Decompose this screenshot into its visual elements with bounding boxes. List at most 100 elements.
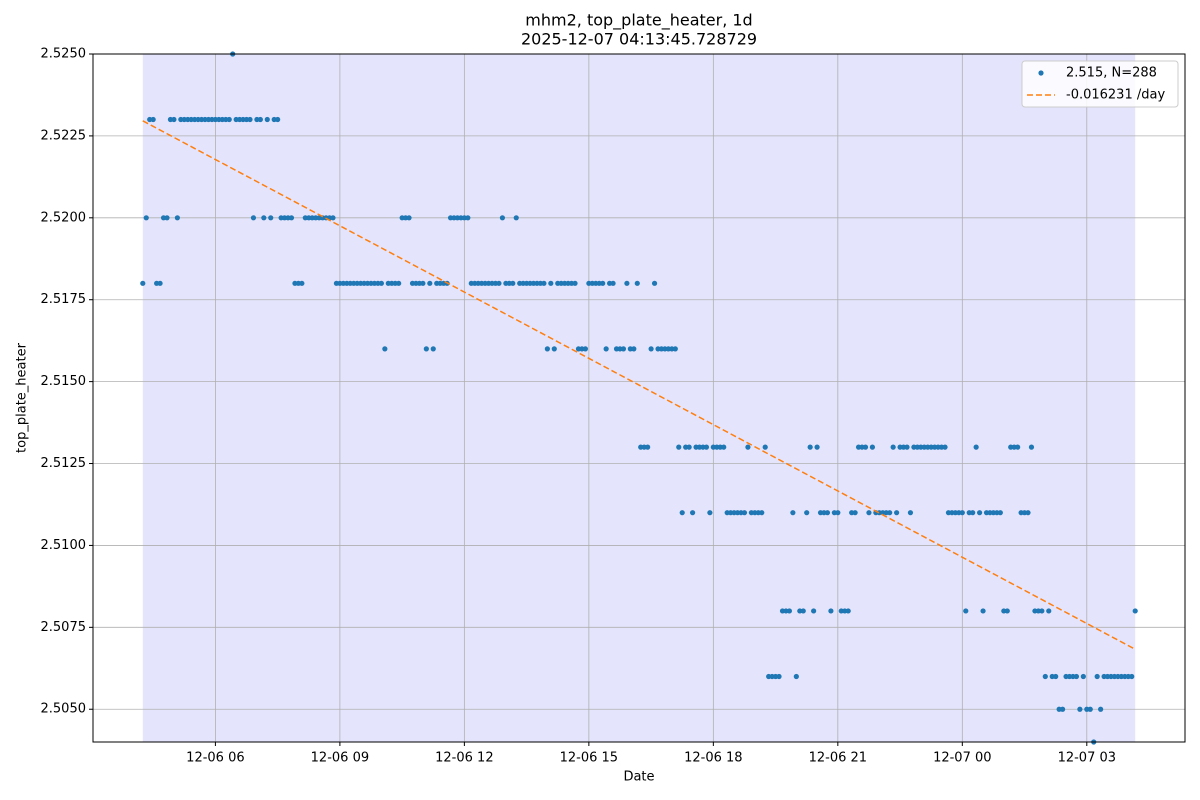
point <box>544 346 550 352</box>
point <box>651 280 658 286</box>
point <box>721 444 727 450</box>
point <box>894 510 900 516</box>
point <box>499 215 506 221</box>
point <box>648 346 654 352</box>
point <box>804 510 810 516</box>
point <box>551 346 557 352</box>
point <box>143 215 149 221</box>
x-tick-label: 12-06 06 <box>186 751 244 766</box>
point <box>1098 706 1104 712</box>
point <box>600 280 606 286</box>
point <box>942 444 948 450</box>
y-tick-label: 2.5050 <box>41 702 87 717</box>
point <box>1053 673 1059 680</box>
point <box>852 510 858 516</box>
point <box>582 346 589 352</box>
plot-frame <box>92 53 1186 743</box>
legend-label: 2.515, N=288 <box>1066 66 1157 81</box>
trend-line <box>142 120 1136 650</box>
point <box>264 116 270 123</box>
point <box>299 280 305 286</box>
point <box>430 346 436 352</box>
point <box>869 444 876 450</box>
point <box>150 116 156 123</box>
point <box>378 280 384 286</box>
point <box>140 280 146 286</box>
legend <box>1021 60 1179 108</box>
point <box>513 215 519 221</box>
point <box>689 510 696 516</box>
point <box>759 510 765 516</box>
point <box>890 444 896 450</box>
point <box>250 215 257 221</box>
y-tick-label: 2.5250 <box>41 47 87 62</box>
point <box>1073 673 1080 680</box>
point <box>845 608 851 614</box>
y-tick-label: 2.5125 <box>41 456 87 471</box>
point <box>887 510 893 516</box>
point <box>977 510 983 516</box>
point <box>672 346 678 352</box>
point <box>268 215 274 221</box>
point <box>496 280 502 286</box>
point <box>790 510 796 516</box>
point <box>226 116 232 123</box>
point <box>275 116 281 123</box>
y-tick-label: 2.5075 <box>41 620 87 635</box>
point <box>776 673 782 680</box>
point <box>907 510 914 516</box>
point <box>997 510 1003 516</box>
point <box>1015 444 1021 450</box>
x-tick-label: 12-07 03 <box>1058 751 1116 766</box>
span <box>142 54 1136 742</box>
point <box>1059 706 1066 712</box>
point <box>171 116 177 123</box>
point <box>164 215 170 221</box>
point <box>1132 608 1138 614</box>
point <box>686 444 692 450</box>
point <box>786 608 793 614</box>
point <box>1039 608 1045 614</box>
point <box>800 608 806 614</box>
legend-label: -0.016231 /day <box>1066 88 1165 103</box>
x-tick-label: 12-07 00 <box>933 751 991 766</box>
point <box>970 510 976 516</box>
legend-swatch <box>1038 70 1044 76</box>
point <box>824 510 831 516</box>
x-tick-label: 12-06 12 <box>435 751 493 766</box>
x-axis-label: Date <box>623 770 654 785</box>
point <box>261 215 267 221</box>
point <box>679 510 685 516</box>
x-tick-label: 12-06 18 <box>684 751 742 766</box>
point <box>510 280 516 286</box>
point <box>1129 673 1135 680</box>
chart-title: mhm2, top_plate_heater, 1d <box>525 11 752 31</box>
point <box>620 346 627 352</box>
point <box>793 673 799 680</box>
point <box>1046 608 1052 614</box>
point <box>257 116 263 123</box>
y-axis-label: top_plate_heater <box>15 342 30 453</box>
point <box>541 280 547 286</box>
point <box>427 280 433 286</box>
point <box>174 215 180 221</box>
point <box>1028 444 1035 450</box>
point <box>980 608 986 614</box>
point <box>828 608 834 614</box>
point <box>330 215 336 221</box>
point <box>862 444 869 450</box>
point <box>703 444 710 450</box>
point <box>676 444 682 450</box>
point <box>157 280 163 286</box>
point <box>707 510 713 516</box>
point <box>807 444 813 450</box>
point <box>963 608 969 614</box>
point <box>247 116 253 123</box>
point <box>1080 673 1086 680</box>
y-tick-label: 2.5225 <box>41 128 87 143</box>
point <box>1042 673 1048 680</box>
point <box>904 444 910 450</box>
point <box>1087 706 1093 712</box>
y-tick-label: 2.5200 <box>41 210 87 225</box>
